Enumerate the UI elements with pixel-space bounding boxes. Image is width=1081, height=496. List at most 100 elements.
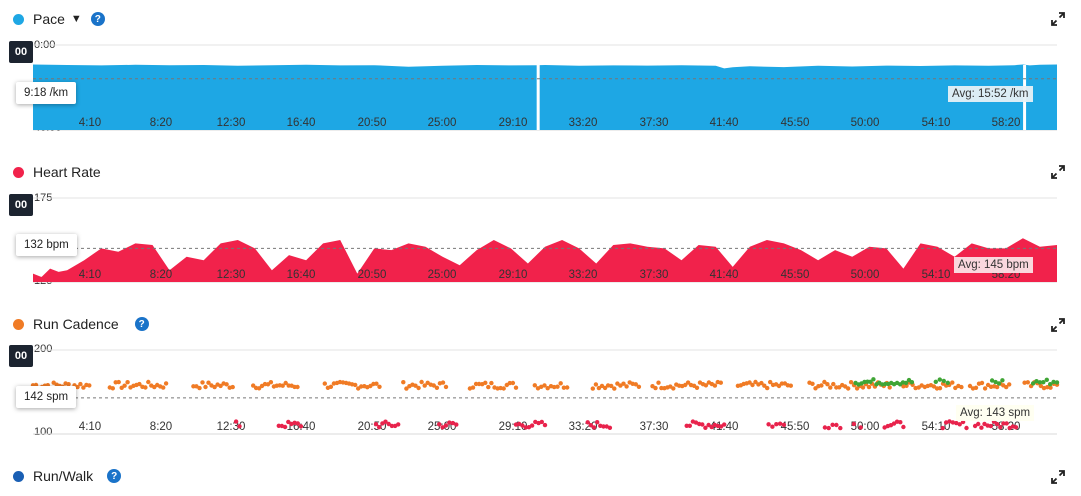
- cadence-point-fast: [1054, 380, 1060, 385]
- pace-gap: [536, 65, 540, 130]
- cadence-point-slow: [233, 419, 239, 424]
- x-tick-label: 8:20: [150, 269, 172, 281]
- cadence-point-slow: [440, 425, 445, 430]
- x-tick-label: 12:30: [217, 117, 246, 129]
- cadence-point-run: [401, 380, 406, 385]
- x-tick-label: 16:40: [287, 117, 316, 129]
- cadence-point-slow: [542, 422, 548, 428]
- x-tick-label: 58:20: [992, 117, 1021, 129]
- pace-area-series: [33, 64, 1057, 130]
- cadence-point-slow: [998, 425, 1003, 430]
- hr-scroll-tab[interactable]: 00: [9, 194, 33, 216]
- pace-help-icon[interactable]: ?: [90, 12, 105, 26]
- cadence-chart[interactable]: 4:108:2012:3016:4020:5025:0029:1033:2037…: [0, 304, 1081, 454]
- cadence-point-run: [750, 382, 755, 388]
- cadence-point-slow: [838, 425, 843, 431]
- runwalk-header: Run/Walk ?: [0, 466, 122, 486]
- cadence-point-run: [819, 383, 824, 388]
- cadence-scroll-tab[interactable]: 00: [9, 345, 33, 367]
- pace-legend-dot: [13, 13, 24, 25]
- cadence-point-run: [683, 382, 688, 388]
- cadence-point-run: [419, 379, 424, 385]
- cadence-point-run: [218, 383, 223, 389]
- cadence-point-run: [825, 382, 830, 387]
- cadence-point-slow: [947, 419, 952, 424]
- hr-expand-icon[interactable]: [1051, 165, 1065, 179]
- cadence-point-run: [283, 380, 288, 386]
- cadence-help-icon[interactable]: ?: [134, 317, 149, 331]
- cadence-point-slow: [454, 422, 459, 427]
- cadence-point-fast: [1037, 380, 1043, 385]
- pace-dropdown-caret-icon[interactable]: ▼: [70, 13, 82, 25]
- cadence-point-run: [1048, 385, 1053, 390]
- cadence-point-run: [765, 385, 770, 391]
- cadence-header: Run Cadence ?: [0, 314, 149, 334]
- pace-section: Pace ▼ ? 0:00 40:00 4:108:2012:3016:4020…: [0, 0, 1081, 150]
- cadence-point-slow: [994, 421, 1000, 427]
- cadence-point-fast: [989, 378, 995, 383]
- x-tick-label: 20:50: [358, 269, 387, 281]
- cadence-point-run: [931, 384, 937, 389]
- hr-legend-dot: [13, 166, 24, 178]
- cadence-point-slow: [595, 420, 600, 425]
- cadence-point-run: [81, 385, 86, 390]
- cadence-point-run: [87, 383, 92, 388]
- cadence-point-slow: [520, 423, 525, 428]
- cadence-point-run: [413, 383, 418, 388]
- cadence-point-slow: [826, 425, 831, 431]
- cadence-point-run: [596, 385, 602, 391]
- cadence-point-run: [555, 384, 560, 389]
- cadence-point-run: [470, 385, 476, 390]
- cadence-point-slow: [774, 422, 779, 427]
- runwalk-title: Run/Walk: [33, 468, 94, 484]
- cadence-point-run: [143, 385, 148, 390]
- pace-hover-value: 9:18 /km: [16, 82, 77, 104]
- cadence-point-run: [545, 386, 550, 391]
- cadence-point-run: [653, 385, 658, 391]
- cadence-point-slow: [295, 421, 300, 426]
- x-tick-label: 12:30: [217, 269, 246, 281]
- cadence-point-run: [510, 380, 516, 386]
- x-tick-label: 4:10: [79, 421, 101, 433]
- cadence-point-fast: [1044, 377, 1050, 382]
- cadence-point-slow: [298, 424, 304, 429]
- cadence-point-slow: [979, 425, 984, 430]
- cadence-point-fast: [909, 380, 915, 385]
- cadence-point-run: [703, 383, 709, 388]
- cadence-point-slow: [396, 422, 401, 427]
- cadence-point-run: [1022, 380, 1027, 385]
- cadence-point-slow: [591, 425, 597, 430]
- cadence-point-run: [206, 380, 211, 385]
- cadence-point-run: [440, 380, 446, 385]
- heart-rate-section: Heart Rate 175 125 4:108:2012:3016:4020:…: [0, 152, 1081, 302]
- cadence-point-run: [422, 383, 427, 388]
- cadence-point-slow: [709, 424, 714, 430]
- cadence-point-run: [66, 382, 71, 387]
- runwalk-expand-icon[interactable]: [1051, 470, 1065, 484]
- cadence-point-run: [322, 381, 327, 386]
- cadence-point-run: [694, 385, 700, 390]
- cadence-point-run: [636, 384, 642, 389]
- run-walk-section: Run/Walk ?: [0, 456, 1081, 496]
- x-tick-label: 29:10: [499, 117, 528, 129]
- cadence-point-slow: [964, 425, 969, 431]
- pace-expand-icon[interactable]: [1051, 12, 1065, 26]
- cadence-point-run: [203, 384, 208, 390]
- cadence-point-run: [377, 384, 382, 389]
- cadence-point-slow: [830, 422, 835, 427]
- runwalk-help-icon[interactable]: ?: [107, 469, 122, 483]
- pace-chart[interactable]: 4:10 8:20 12:30 16:40 20:50 25:00 29:10 33:20 37…: [0, 0, 1081, 150]
- cadence-point-run: [762, 383, 767, 388]
- x-tick-label: 16:40: [287, 269, 316, 281]
- cadence-point-run: [776, 383, 782, 389]
- cadence-point-slow: [684, 423, 689, 428]
- cadence-point-slow: [770, 424, 775, 429]
- cadence-point-run: [374, 381, 379, 386]
- hr-chart[interactable]: 4:10 8:20 12:30 16:40 20:50 25:00 29:10 33:20 37…: [0, 152, 1081, 302]
- cadence-point-run: [950, 380, 955, 385]
- cadence-point-run: [609, 383, 614, 389]
- pace-scroll-tab[interactable]: 00: [9, 41, 33, 63]
- cadence-expand-icon[interactable]: [1051, 318, 1065, 332]
- hr-header: Heart Rate: [0, 162, 101, 182]
- cadence-point-run: [656, 380, 661, 385]
